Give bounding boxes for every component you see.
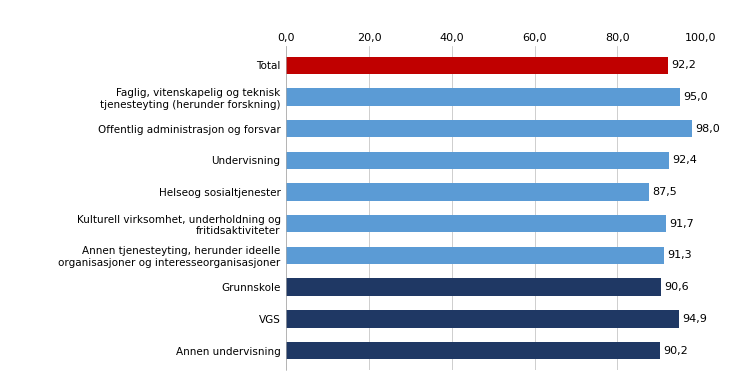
Bar	[286, 183, 648, 201]
Text: 91,3: 91,3	[668, 251, 692, 261]
Bar	[286, 247, 664, 264]
Bar	[286, 88, 679, 105]
Text: 90,2: 90,2	[663, 346, 687, 356]
Bar	[286, 120, 692, 137]
Bar	[286, 310, 679, 328]
Bar	[286, 342, 660, 359]
Text: 91,7: 91,7	[669, 219, 694, 229]
Text: 92,4: 92,4	[672, 155, 697, 165]
Text: 87,5: 87,5	[652, 187, 677, 197]
Bar	[286, 278, 661, 296]
Bar	[286, 152, 669, 169]
Text: 92,2: 92,2	[672, 60, 697, 70]
Text: 98,0: 98,0	[695, 124, 720, 134]
Bar	[286, 215, 666, 233]
Bar	[286, 57, 668, 74]
Text: 95,0: 95,0	[683, 92, 708, 102]
Text: 94,9: 94,9	[682, 314, 707, 324]
Text: 90,6: 90,6	[665, 282, 689, 292]
